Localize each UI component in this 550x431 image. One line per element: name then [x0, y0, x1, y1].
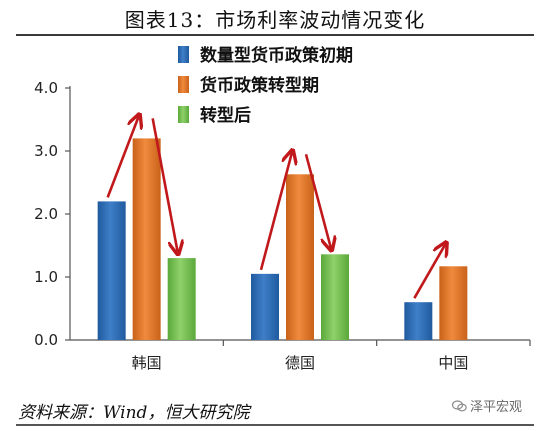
legend-swatch — [178, 46, 189, 63]
bar — [251, 273, 279, 340]
trend-arrow — [413, 244, 445, 299]
bar — [167, 258, 196, 340]
y-tick-label: 1.0 — [34, 268, 58, 286]
chart-title: 图表13：市场利率波动情况变化 — [124, 8, 426, 32]
y-tick-label: 0.0 — [34, 331, 58, 349]
watermark: 泽平宏观 — [452, 396, 522, 415]
legend-label: 货币政策转型期 — [200, 75, 319, 96]
bar — [132, 138, 161, 340]
trend-arrow — [151, 118, 178, 252]
y-tick-label: 3.0 — [34, 142, 58, 160]
legend-label: 数量型货币政策初期 — [200, 45, 353, 66]
bar — [97, 201, 126, 340]
trend-arrow — [259, 152, 292, 271]
trend-arrow — [106, 116, 139, 198]
source-note: 资料来源：Wind，恒大研究院 — [18, 403, 250, 423]
legend-label: 转型后 — [200, 105, 251, 126]
legend-swatch — [178, 106, 189, 123]
x-category-label: 中国 — [438, 354, 468, 372]
footer-divider — [16, 424, 534, 426]
y-tick-label: 2.0 — [34, 205, 58, 223]
bar — [286, 174, 314, 340]
legend-swatch — [178, 76, 189, 93]
bar — [439, 266, 468, 340]
title-divider — [16, 34, 534, 36]
y-tick-label: 4.0 — [34, 79, 58, 97]
x-category-label: 德国 — [285, 354, 315, 372]
bar — [404, 302, 433, 340]
watermark-text: 泽平宏观 — [470, 400, 523, 415]
trend-arrow — [304, 153, 331, 248]
bar — [321, 254, 349, 340]
wechat-icon — [452, 399, 467, 411]
x-category-label: 韩国 — [132, 354, 162, 372]
